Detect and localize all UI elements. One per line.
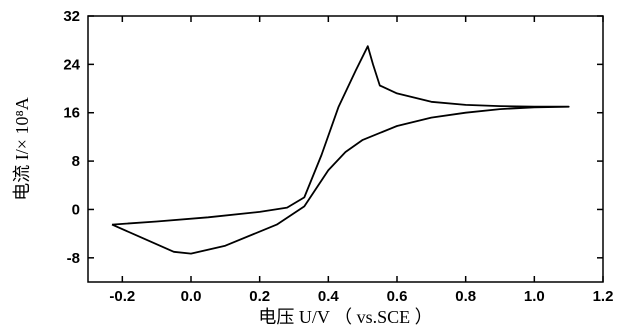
y-tick-label: 0 [72, 201, 80, 218]
y-tick-label: -8 [67, 250, 80, 267]
y-axis-title: 电流 I/× 10⁸A [12, 97, 32, 200]
cv-curve-line [111, 45, 570, 255]
x-tick-label: 1.2 [593, 288, 614, 305]
y-tick-label: 16 [63, 105, 80, 122]
x-tick-label: 0.0 [181, 288, 202, 305]
y-tick-label: 24 [63, 56, 80, 73]
x-tick-label: 0.6 [387, 288, 408, 305]
x-tick-label: 1.0 [524, 288, 545, 305]
y-tick-label: 8 [72, 153, 80, 170]
x-tick-label: 0.2 [249, 288, 270, 305]
y-tick-label: 32 [63, 8, 80, 25]
x-tick-label: -0.2 [109, 288, 135, 305]
x-tick-label: 0.4 [318, 288, 340, 305]
x-axis-title: 电压 U/V （ vs.SCE ） [258, 307, 432, 327]
plot-frame [87, 15, 604, 283]
x-tick-label: 0.8 [455, 288, 476, 305]
plot-area: -0.2 0.0 0.2 0.4 0.6 0.8 1.0 1.2 -8 0 8 16 24 32 [63, 8, 613, 305]
